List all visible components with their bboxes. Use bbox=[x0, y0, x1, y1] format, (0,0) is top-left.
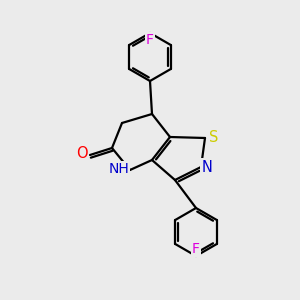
Text: F: F bbox=[192, 242, 200, 256]
Text: N: N bbox=[202, 160, 212, 175]
Text: S: S bbox=[209, 130, 219, 146]
Text: O: O bbox=[76, 146, 88, 161]
Text: F: F bbox=[146, 33, 154, 47]
Text: NH: NH bbox=[109, 162, 129, 176]
